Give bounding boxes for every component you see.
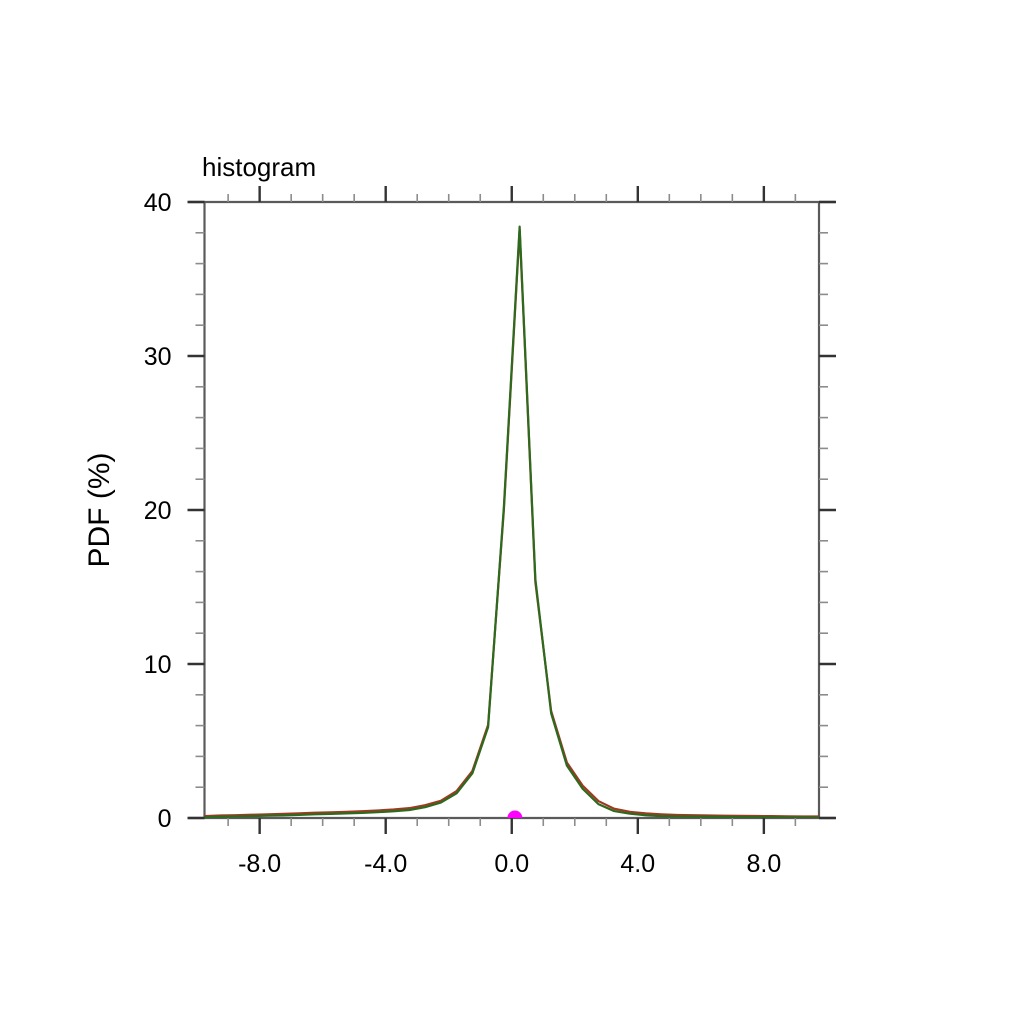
y-tick-label: 10 <box>144 651 172 679</box>
x-tick-label: -4.0 <box>364 850 407 878</box>
x-tick-label: 8.0 <box>746 850 781 878</box>
x-tick-label: 4.0 <box>620 850 655 878</box>
pdf-curve-red <box>204 228 819 818</box>
x-tick-label: -8.0 <box>238 850 281 878</box>
y-tick-label: 20 <box>144 497 172 525</box>
y-axis-label: PDF (%) <box>83 452 116 568</box>
pdf-curve-green <box>204 225 819 818</box>
chart-title: histogram <box>202 152 317 182</box>
y-tick-label: 0 <box>158 805 172 833</box>
x-tick-label: 0.0 <box>494 850 529 878</box>
mean-marker <box>507 810 523 818</box>
y-tick-label: 30 <box>144 343 172 371</box>
y-tick-label: 40 <box>144 189 172 217</box>
